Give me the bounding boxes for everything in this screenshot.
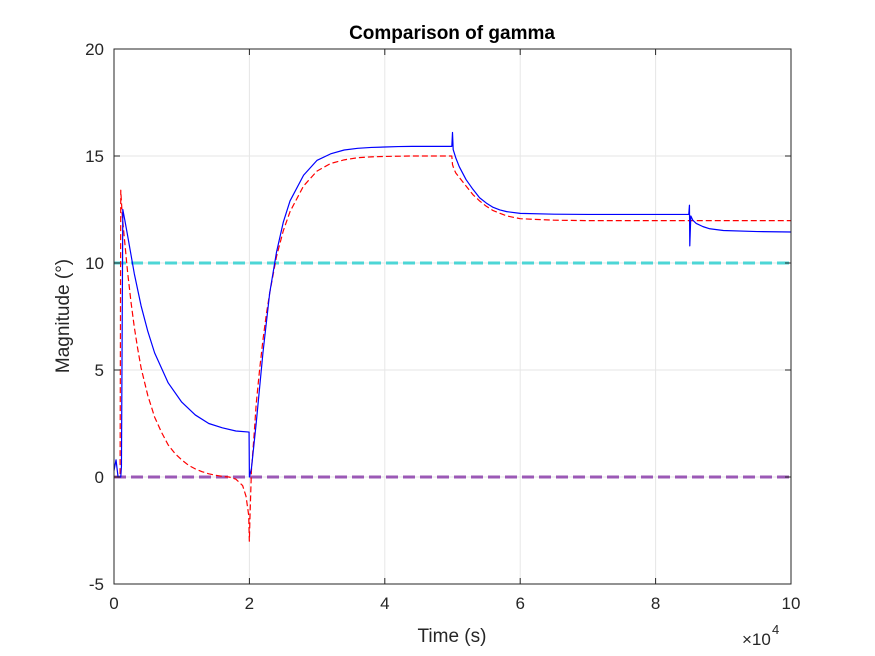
x-tick-label: 10	[782, 594, 801, 613]
x-tick-label: 2	[245, 594, 254, 613]
chart-title: Comparison of gamma	[349, 23, 555, 44]
series-line-1	[114, 155, 791, 542]
x-exponent-power: 4	[772, 622, 779, 637]
tick-marks	[113, 48, 792, 585]
x-tick-label: 8	[651, 594, 660, 613]
x-tick-label: 4	[380, 594, 389, 613]
series-lines	[113, 131, 792, 542]
series-line-0	[113, 131, 792, 478]
y-tick-label: 0	[95, 468, 104, 487]
y-axis-label: Magnitude (°)	[53, 259, 74, 373]
plot-area	[114, 49, 791, 584]
tick-labels: 0 2 4 6 8 10 -5 0 5 10 15 20	[85, 40, 800, 613]
y-tick-label: 20	[85, 40, 104, 59]
y-tick-label: 15	[85, 147, 104, 166]
y-tick-label: 5	[95, 361, 104, 380]
y-tick-label: -5	[89, 575, 104, 594]
y-tick-label: 10	[85, 254, 104, 273]
axes-box	[113, 48, 792, 585]
x-tick-label: 0	[109, 594, 118, 613]
x-tick-label: 6	[515, 594, 524, 613]
x-exponent-base: ×10	[742, 630, 771, 649]
x-axis-label: Time (s)	[418, 626, 487, 647]
